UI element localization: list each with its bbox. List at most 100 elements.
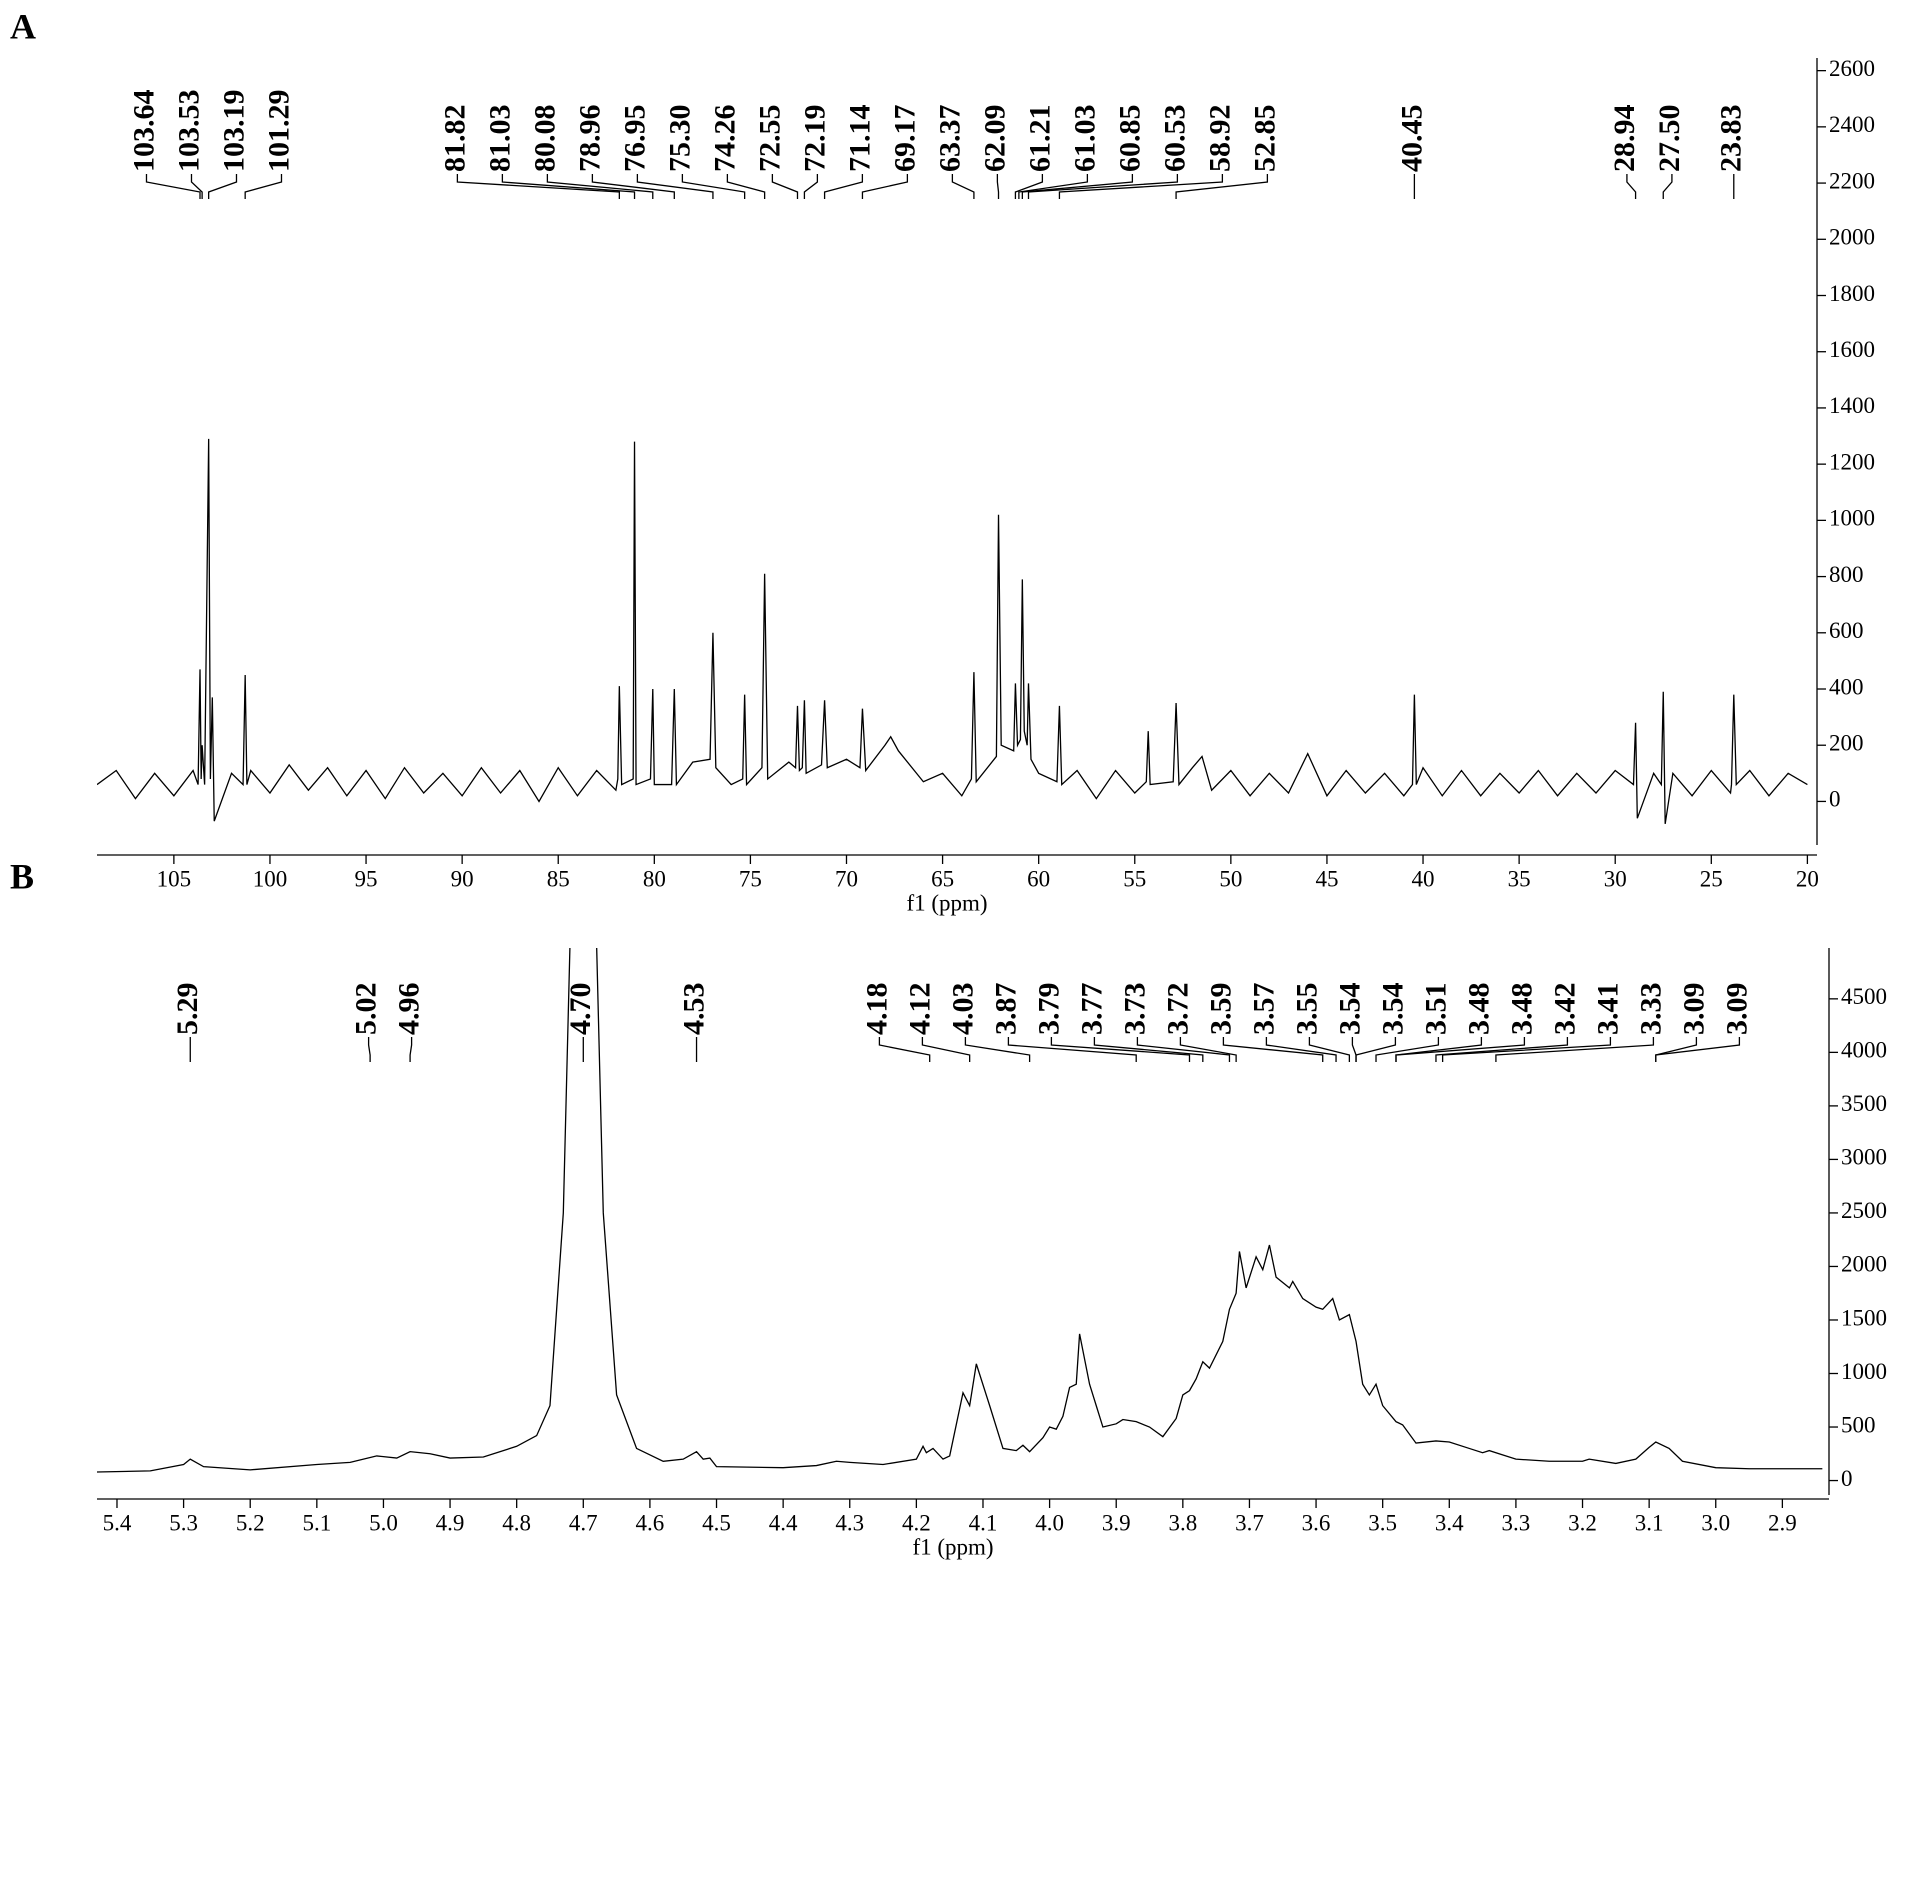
peak-label: 3.55 [1290, 983, 1323, 1036]
x-tick-label: 4.2 [902, 1510, 931, 1535]
y-tick-label: 0 [1829, 787, 1841, 812]
peak-label: 81.03 [483, 105, 516, 172]
x-tick-label: 30 [1604, 866, 1627, 891]
x-tick-label: 90 [451, 866, 474, 891]
x-tick-label: 3.1 [1635, 1510, 1664, 1535]
peak-connector [1441, 1037, 1612, 1062]
peak-connector [771, 174, 799, 199]
peak-label: 40.45 [1395, 105, 1428, 173]
x-tick-label: 55 [1123, 866, 1146, 891]
peak-label: 3.77 [1075, 983, 1108, 1036]
panel-label: B [10, 856, 34, 896]
x-tick-label: 2.9 [1768, 1510, 1797, 1535]
peak-connector [208, 174, 238, 199]
x-tick-label: 80 [643, 866, 666, 891]
peak-label: 60.53 [1158, 105, 1191, 173]
x-tick-label: 3.9 [1102, 1510, 1131, 1535]
peak-connector [1662, 174, 1673, 199]
peak-label: 3.09 [1677, 983, 1710, 1036]
peak-connector [681, 174, 746, 199]
y-tick-label: 1400 [1829, 393, 1875, 418]
peak-label: 61.03 [1068, 105, 1101, 173]
peak-label: 72.19 [798, 105, 831, 173]
spectrum-line [97, 948, 1823, 1473]
panel-label: A [10, 6, 36, 46]
peak-label: 80.08 [528, 105, 561, 173]
peak-connector [1136, 1037, 1231, 1062]
peak-label: 76.95 [618, 105, 651, 173]
peak-label: 3.54 [1333, 983, 1366, 1036]
peak-label: 3.33 [1634, 983, 1667, 1036]
peak-connector [244, 174, 283, 199]
peak-label: 28.94 [1608, 104, 1641, 172]
peak-connector [823, 174, 864, 199]
x-tick-label: 70 [835, 866, 858, 891]
x-tick-label: 100 [253, 866, 288, 891]
peak-connector [861, 174, 909, 199]
y-tick-label: 600 [1829, 618, 1864, 643]
spectrum-line [97, 438, 1808, 825]
x-tick-label: 3.4 [1435, 1510, 1464, 1535]
peak-label: 3.59 [1204, 983, 1237, 1036]
peak-label: 75.30 [663, 105, 696, 173]
peak-label: 81.82 [438, 105, 471, 172]
x-tick-label: 5.1 [302, 1510, 331, 1535]
x-tick-label: 4.8 [502, 1510, 531, 1535]
peak-connector [1655, 1037, 1741, 1062]
peak-connector [409, 1037, 413, 1062]
x-tick-label: 4.7 [569, 1510, 598, 1535]
y-tick-label: 1800 [1829, 281, 1875, 306]
peak-label: 69.17 [888, 105, 921, 173]
peak-connector [1655, 1037, 1698, 1062]
peak-connector [1093, 1037, 1204, 1062]
peak-label: 101.29 [262, 90, 295, 173]
peak-label: 3.48 [1462, 983, 1495, 1036]
x-tick-label: 4.4 [769, 1510, 798, 1535]
peak-connector [1018, 174, 1089, 199]
x-tick-label: 60 [1027, 866, 1050, 891]
y-tick-label: 500 [1841, 1412, 1876, 1437]
x-tick-label: 3.6 [1302, 1510, 1331, 1535]
peak-label: 3.57 [1247, 983, 1280, 1036]
x-tick-label: 40 [1412, 866, 1435, 891]
y-tick-label: 2000 [1841, 1252, 1887, 1277]
x-tick-label: 3.7 [1235, 1510, 1264, 1535]
x-tick-label: 95 [355, 866, 378, 891]
peak-label: 3.73 [1118, 983, 1151, 1036]
x-tick-label: 45 [1315, 866, 1338, 891]
peak-connector [1021, 174, 1134, 199]
peak-label: 3.09 [1720, 983, 1753, 1036]
peak-connector [501, 174, 636, 199]
y-tick-label: 1600 [1829, 337, 1875, 362]
y-tick-label: 1500 [1841, 1305, 1887, 1330]
peak-connector [1007, 1037, 1137, 1062]
peak-label: 58.92 [1203, 105, 1236, 173]
peak-label: 4.53 [677, 983, 710, 1035]
y-tick-label: 800 [1829, 562, 1864, 587]
peak-connector [1014, 174, 1044, 199]
peak-connector [1058, 174, 1224, 199]
y-tick-label: 3000 [1841, 1145, 1887, 1170]
peak-connector [546, 174, 654, 199]
x-tick-label: 5.0 [369, 1510, 398, 1535]
peak-label: 23.83 [1715, 105, 1748, 173]
peak-connector [1308, 1037, 1351, 1062]
peak-label: 27.50 [1653, 104, 1686, 172]
x-tick-label: 5.4 [103, 1510, 132, 1535]
peak-connector [951, 174, 975, 199]
y-tick-label: 4000 [1841, 1038, 1887, 1063]
peak-label: 61.21 [1023, 105, 1056, 173]
peak-connector [1265, 1037, 1337, 1062]
peak-label: 103.19 [217, 90, 250, 173]
y-tick-label: 1000 [1841, 1359, 1887, 1384]
peak-label: 72.55 [753, 105, 786, 173]
peak-label: 4.96 [393, 983, 426, 1036]
y-tick-label: 3500 [1841, 1091, 1887, 1116]
y-tick-label: 0 [1841, 1466, 1853, 1491]
x-tick-label: 3.2 [1568, 1510, 1597, 1535]
peak-label: 4.03 [946, 983, 979, 1036]
peak-connector [1027, 174, 1179, 199]
peak-label: 52.85 [1248, 105, 1281, 173]
peak-connector [1050, 1037, 1191, 1062]
